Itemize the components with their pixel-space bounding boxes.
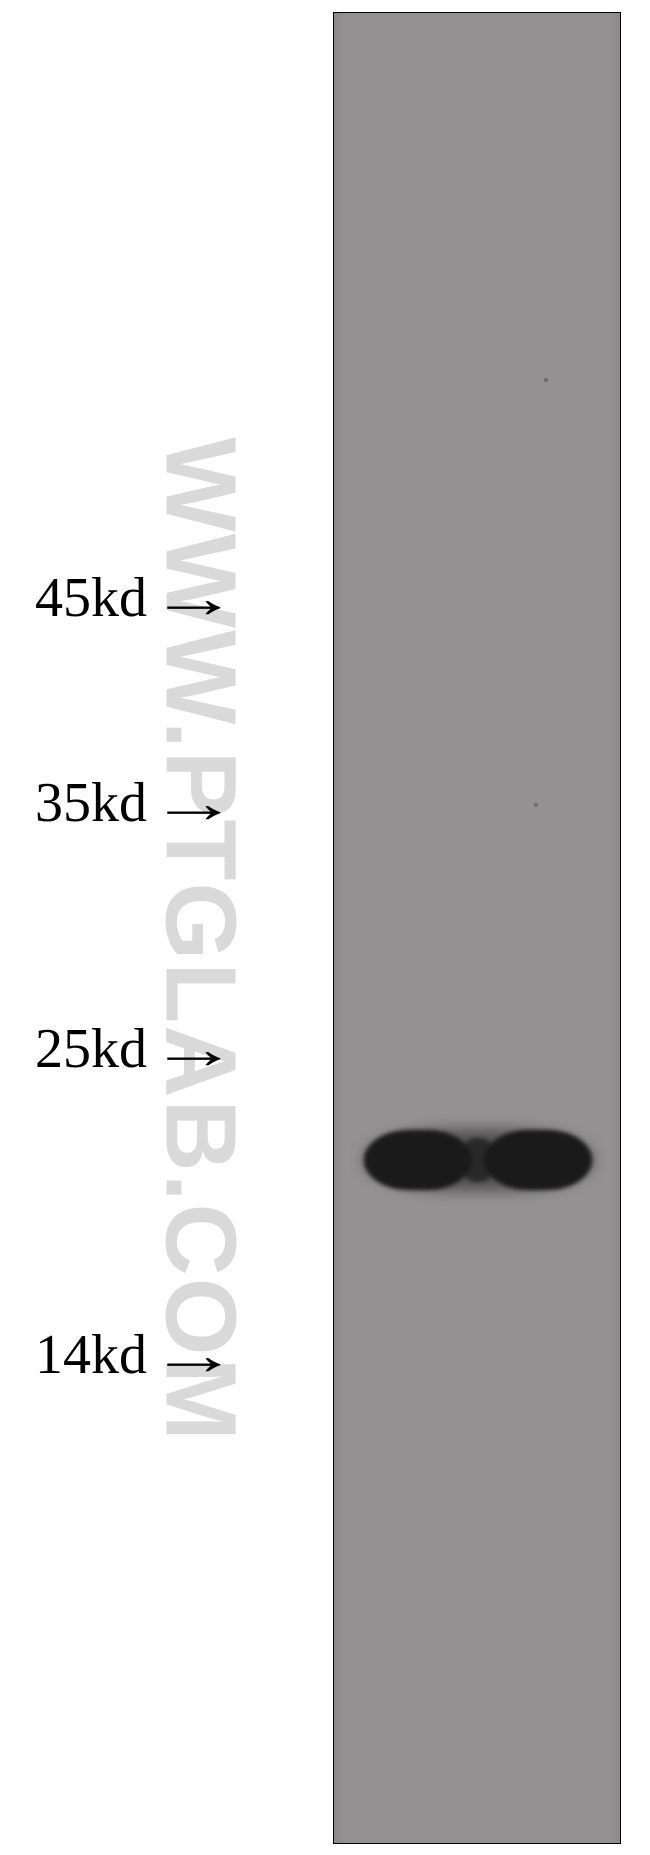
protein-band xyxy=(364,1129,594,1191)
blot-lane xyxy=(333,12,621,1844)
blot-speck xyxy=(534,803,538,807)
mw-marker-45kd: 45kd→ xyxy=(35,565,205,630)
mw-marker-35kd: 35kd→ xyxy=(35,770,205,835)
mw-marker-25kd: 25kd→ xyxy=(35,1016,205,1081)
mw-marker-label: 35kd xyxy=(35,771,147,835)
arrow-right-icon: → xyxy=(149,565,239,630)
arrow-right-icon: → xyxy=(149,1322,239,1387)
figure-container: WWW.PTGLAB.COM 45kd→35kd→25kd→14kd→ xyxy=(0,0,650,1855)
mw-marker-label: 14kd xyxy=(35,1323,147,1387)
arrow-right-icon: → xyxy=(149,770,239,835)
blot-lane-shading xyxy=(334,13,620,1843)
mw-marker-label: 45kd xyxy=(35,566,147,630)
mw-marker-label: 25kd xyxy=(35,1017,147,1081)
arrow-right-icon: → xyxy=(149,1016,239,1081)
blot-speck xyxy=(544,378,548,382)
mw-marker-14kd: 14kd→ xyxy=(35,1322,205,1387)
